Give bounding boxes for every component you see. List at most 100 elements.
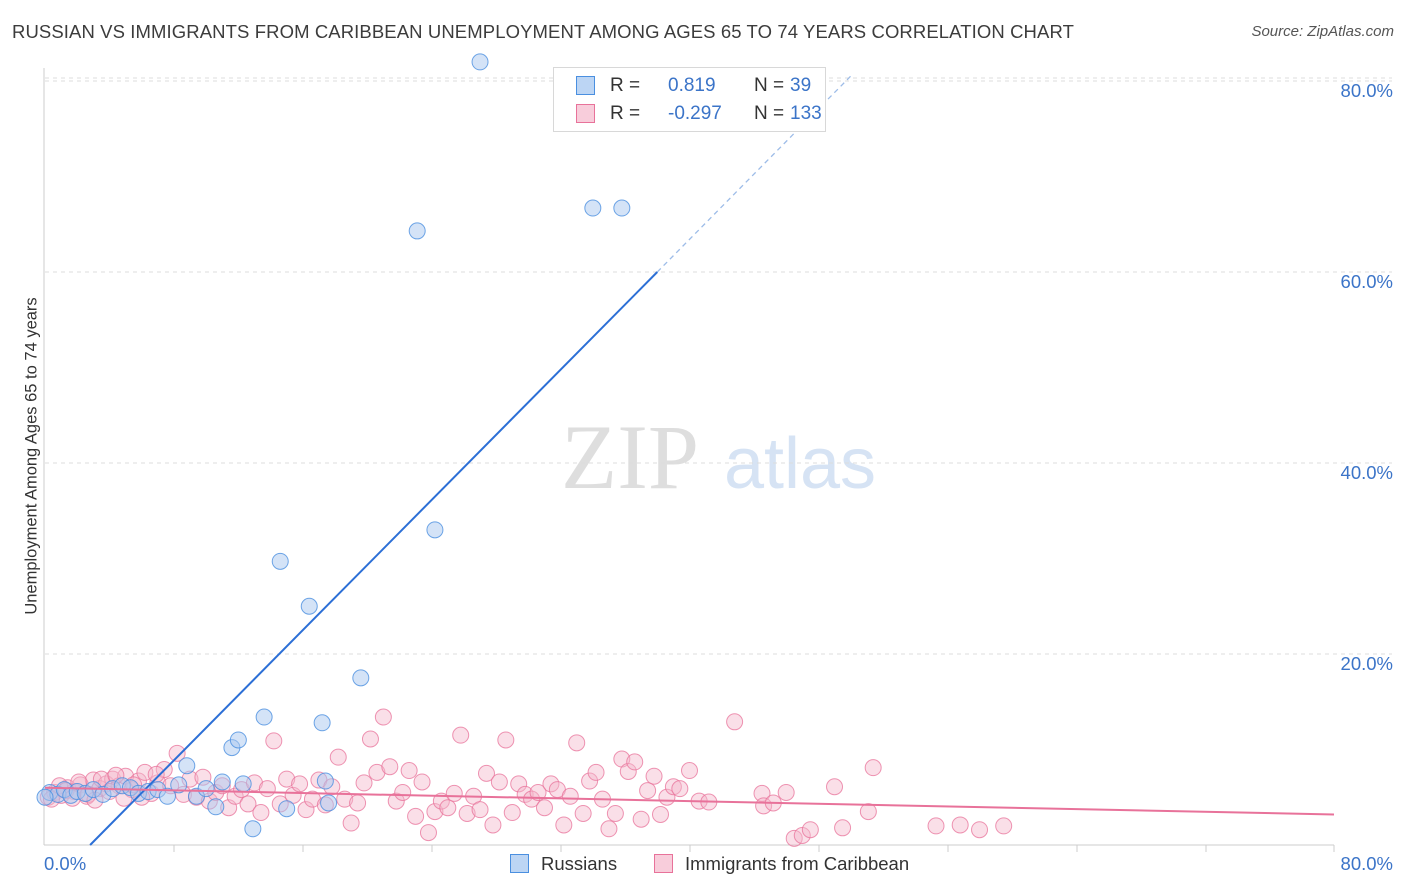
bottom-legend-label-russians: Russians: [541, 853, 618, 874]
caribbean-point: [834, 819, 852, 837]
caribbean-point: [632, 810, 650, 828]
caribbean-point: [477, 764, 495, 782]
axes: [43, 68, 1335, 852]
caribbean-point: [510, 775, 528, 793]
caribbean-point: [826, 778, 844, 796]
caribbean-point: [484, 816, 502, 834]
caribbean-point: [864, 759, 882, 777]
watermark: ZIP atlas: [561, 406, 876, 508]
caribbean-point: [555, 816, 573, 834]
y-tick-label: 60.0%: [1341, 271, 1393, 292]
y-tick-label: 20.0%: [1341, 653, 1393, 674]
russian-points: [36, 53, 631, 838]
caribbean-point: [419, 824, 437, 842]
caribbean-point: [349, 794, 367, 812]
grid-lines: [45, 77, 1392, 655]
caribbean-point: [490, 773, 508, 791]
legend-r-value-russians: 0.819: [668, 75, 716, 96]
caribbean-point: [355, 774, 373, 792]
russian-point: [300, 597, 318, 615]
chart-title: RUSSIAN VS IMMIGRANTS FROM CARIBBEAN UNE…: [12, 21, 1074, 42]
legend-swatch-caribbean: [576, 104, 595, 123]
russian-point: [178, 757, 196, 775]
russian-point: [234, 775, 252, 793]
caribbean-point: [239, 795, 257, 813]
bottom-legend-label-caribbean: Immigrants from Caribbean: [685, 853, 910, 874]
caribbean-point: [995, 817, 1013, 835]
legend-n-label: N =: [754, 75, 785, 96]
bottom-legend-swatch-russians: [510, 854, 529, 873]
caribbean-point: [523, 790, 541, 808]
caribbean-point: [400, 762, 418, 780]
legend-n-label: N =: [754, 103, 785, 124]
legend-n-value-russians: 39: [790, 75, 812, 96]
caribbean-point: [951, 816, 969, 834]
russian-point: [613, 199, 631, 217]
caribbean-point: [342, 814, 360, 832]
caribbean-point: [664, 778, 682, 796]
russian-point: [36, 788, 54, 806]
caribbean-point: [542, 775, 560, 793]
caribbean-point: [568, 734, 586, 752]
caribbean-point: [168, 744, 186, 762]
caribbean-point: [619, 762, 637, 780]
caribbean-point: [297, 801, 315, 819]
caribbean-point: [147, 765, 165, 783]
caribbean-point: [497, 731, 515, 749]
caribbean-point: [432, 792, 450, 810]
bottom-legend-swatch-caribbean: [654, 854, 673, 873]
russian-point: [426, 521, 444, 539]
caribbean-point: [265, 732, 283, 750]
russian-point: [408, 222, 426, 240]
russian-point: [584, 199, 602, 217]
russian-point: [244, 820, 262, 838]
caribbean-point: [258, 780, 276, 798]
russian-point: [255, 708, 273, 726]
caribbean-point: [336, 790, 354, 808]
caribbean-point: [503, 804, 521, 822]
russian-point: [316, 772, 334, 790]
caribbean-point: [452, 726, 470, 744]
russian-point: [213, 773, 231, 791]
caribbean-point: [606, 804, 624, 822]
caribbean-point: [374, 708, 392, 726]
caribbean-point: [252, 804, 270, 822]
watermark-zip: ZIP: [561, 406, 699, 508]
russian-point: [271, 552, 289, 570]
legend-swatch-russians: [576, 76, 595, 95]
legend-r-label: R =: [610, 103, 641, 124]
caribbean-point: [426, 803, 444, 821]
caribbean-point: [726, 713, 744, 731]
russian-point: [320, 794, 338, 812]
caribbean-points: [39, 708, 1013, 847]
russian-point: [158, 787, 176, 805]
russian-point: [278, 800, 296, 818]
x-tick-labels: 0.0% 80.0%: [44, 853, 1393, 874]
caribbean-point: [471, 801, 489, 819]
source-label: Source: ZipAtlas.com: [1251, 23, 1394, 40]
caribbean-point: [439, 799, 457, 817]
russians-trend-line: [89, 271, 658, 846]
caribbean-point: [801, 821, 819, 839]
legend-box: R = 0.819 N = 39 R = -0.297 N = 133: [553, 67, 826, 132]
watermark-atlas: atlas: [724, 424, 876, 504]
caribbean-point: [626, 753, 644, 771]
caribbean-point: [971, 821, 989, 839]
x-tick-label-min: 0.0%: [44, 853, 86, 874]
caribbean-point: [645, 767, 663, 785]
legend-n-value-caribbean: 133: [790, 103, 822, 124]
caribbean-point: [600, 820, 618, 838]
caribbean-point: [329, 748, 347, 766]
caribbean-point: [651, 805, 669, 823]
caribbean-point: [529, 783, 547, 801]
caribbean-point: [859, 803, 877, 821]
russian-point: [313, 714, 331, 732]
legend-r-label: R =: [610, 75, 641, 96]
caribbean-point: [278, 770, 296, 788]
russian-point: [471, 53, 489, 71]
caribbean-point: [561, 787, 579, 805]
caribbean-point: [407, 807, 425, 825]
caribbean-point: [753, 784, 771, 802]
caribbean-point: [671, 780, 689, 798]
